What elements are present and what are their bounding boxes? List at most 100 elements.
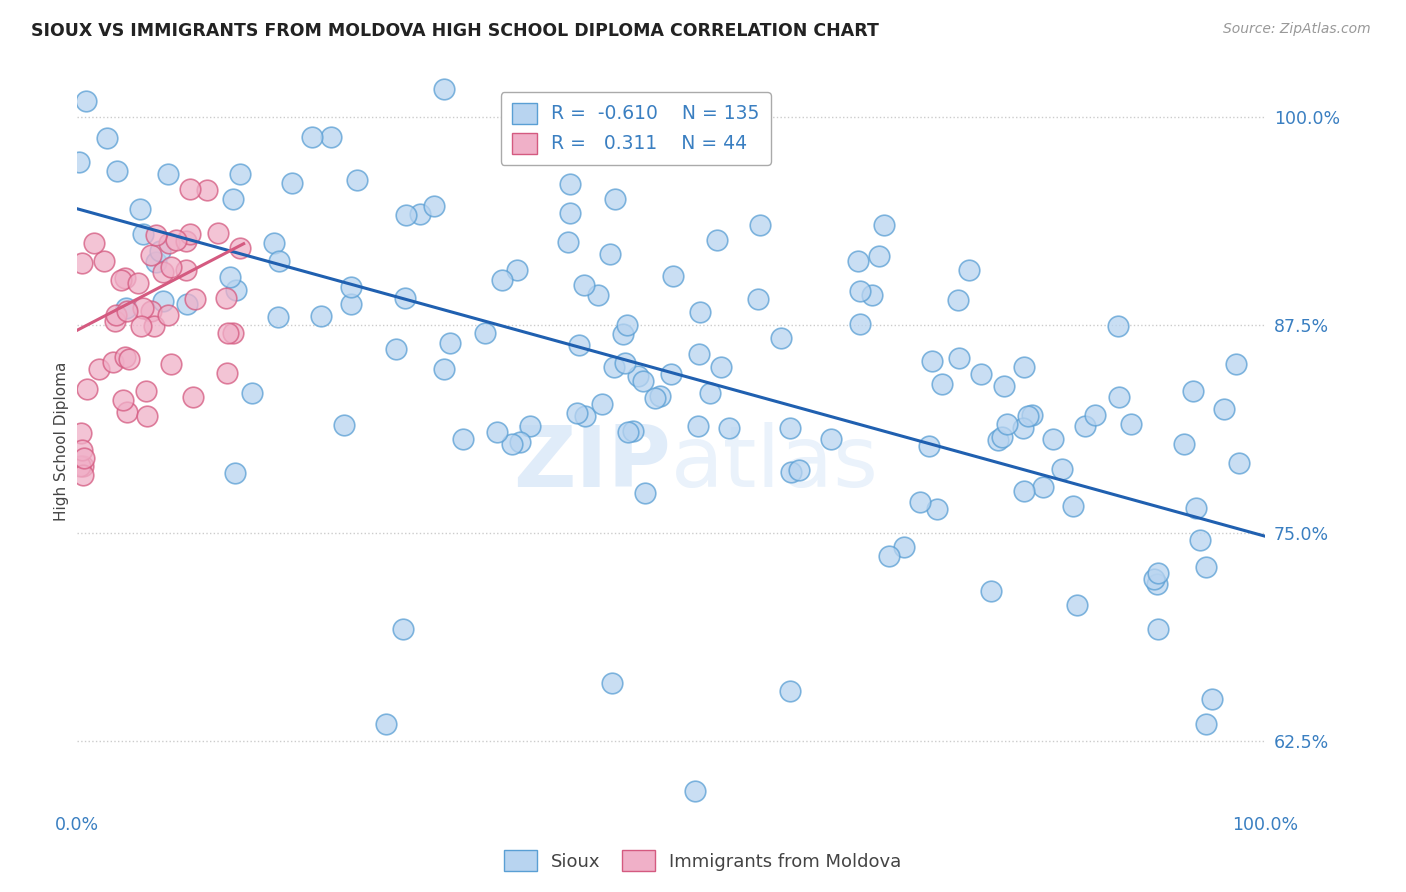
Point	[683, 783, 706, 797]
Point	[433, 362, 456, 376]
Point	[688, 347, 710, 361]
Point	[603, 359, 626, 374]
Point	[631, 375, 654, 389]
Point	[918, 439, 941, 453]
Point	[127, 277, 149, 291]
Point	[222, 326, 245, 340]
Point	[105, 164, 128, 178]
Point	[301, 129, 323, 144]
Point	[395, 208, 418, 222]
Point	[1050, 462, 1073, 476]
Point	[1042, 432, 1064, 446]
Point	[987, 433, 1010, 447]
Point	[644, 391, 666, 405]
Point	[332, 417, 354, 432]
Point	[1012, 421, 1035, 435]
Point	[152, 265, 174, 279]
Point	[267, 310, 290, 324]
Point	[152, 294, 174, 309]
Point	[73, 451, 96, 466]
Text: ZIP: ZIP	[513, 422, 672, 505]
Point	[868, 249, 890, 263]
Legend: Sioux, Immigrants from Moldova: Sioux, Immigrants from Moldova	[498, 843, 908, 879]
Point	[1121, 417, 1143, 431]
Point	[789, 463, 811, 477]
Point	[849, 317, 872, 331]
Point	[612, 326, 634, 341]
Point	[621, 424, 644, 438]
Point	[565, 406, 588, 420]
Point	[131, 301, 153, 315]
Point	[948, 351, 970, 365]
Point	[1225, 357, 1247, 371]
Point	[1012, 483, 1035, 498]
Point	[222, 192, 245, 206]
Point	[560, 206, 582, 220]
Point	[184, 293, 207, 307]
Point	[627, 369, 650, 384]
Point	[699, 386, 721, 401]
Point	[1062, 500, 1084, 514]
Point	[820, 432, 842, 446]
Point	[970, 367, 993, 381]
Point	[145, 227, 167, 242]
Point	[72, 256, 94, 270]
Point	[118, 352, 141, 367]
Point	[1201, 691, 1223, 706]
Point	[1108, 390, 1130, 404]
Point	[1084, 409, 1107, 423]
Point	[568, 338, 591, 352]
Point	[67, 154, 90, 169]
Point	[280, 176, 302, 190]
Point	[340, 297, 363, 311]
Point	[96, 130, 118, 145]
Point	[129, 318, 152, 333]
Point	[433, 82, 456, 96]
Point	[474, 326, 496, 341]
Point	[1107, 319, 1129, 334]
Point	[159, 357, 181, 371]
Point	[114, 301, 136, 315]
Text: atlas: atlas	[672, 422, 879, 505]
Point	[848, 253, 870, 268]
Point	[156, 167, 179, 181]
Point	[1032, 480, 1054, 494]
Point	[995, 417, 1018, 432]
Point	[770, 331, 793, 345]
Point	[688, 101, 710, 115]
Point	[70, 426, 93, 441]
Y-axis label: High School Diploma: High School Diploma	[53, 362, 69, 521]
Point	[560, 177, 582, 191]
Point	[114, 271, 136, 285]
Point	[519, 418, 541, 433]
Point	[509, 435, 531, 450]
Point	[143, 318, 166, 333]
Point	[229, 167, 252, 181]
Point	[1017, 409, 1039, 424]
Point	[686, 419, 709, 434]
Point	[218, 269, 240, 284]
Point	[586, 288, 609, 302]
Point	[1066, 598, 1088, 612]
Point	[485, 425, 508, 439]
Point	[93, 254, 115, 268]
Point	[1185, 500, 1208, 515]
Point	[309, 310, 332, 324]
Point	[135, 384, 157, 398]
Point	[104, 314, 127, 328]
Point	[599, 247, 621, 261]
Point	[141, 248, 163, 262]
Point	[165, 233, 187, 247]
Point	[1212, 402, 1234, 417]
Point	[179, 227, 201, 242]
Point	[1182, 384, 1205, 398]
Point	[572, 278, 595, 293]
Point	[159, 260, 181, 274]
Point	[873, 219, 896, 233]
Text: SIOUX VS IMMIGRANTS FROM MOLDOVA HIGH SCHOOL DIPLOMA CORRELATION CHART: SIOUX VS IMMIGRANTS FROM MOLDOVA HIGH SC…	[31, 22, 879, 40]
Point	[779, 420, 801, 434]
Legend: R =  -0.610    N = 135, R =   0.311    N = 44: R = -0.610 N = 135, R = 0.311 N = 44	[501, 92, 770, 164]
Point	[659, 367, 682, 381]
Point	[75, 94, 97, 108]
Point	[263, 236, 285, 251]
